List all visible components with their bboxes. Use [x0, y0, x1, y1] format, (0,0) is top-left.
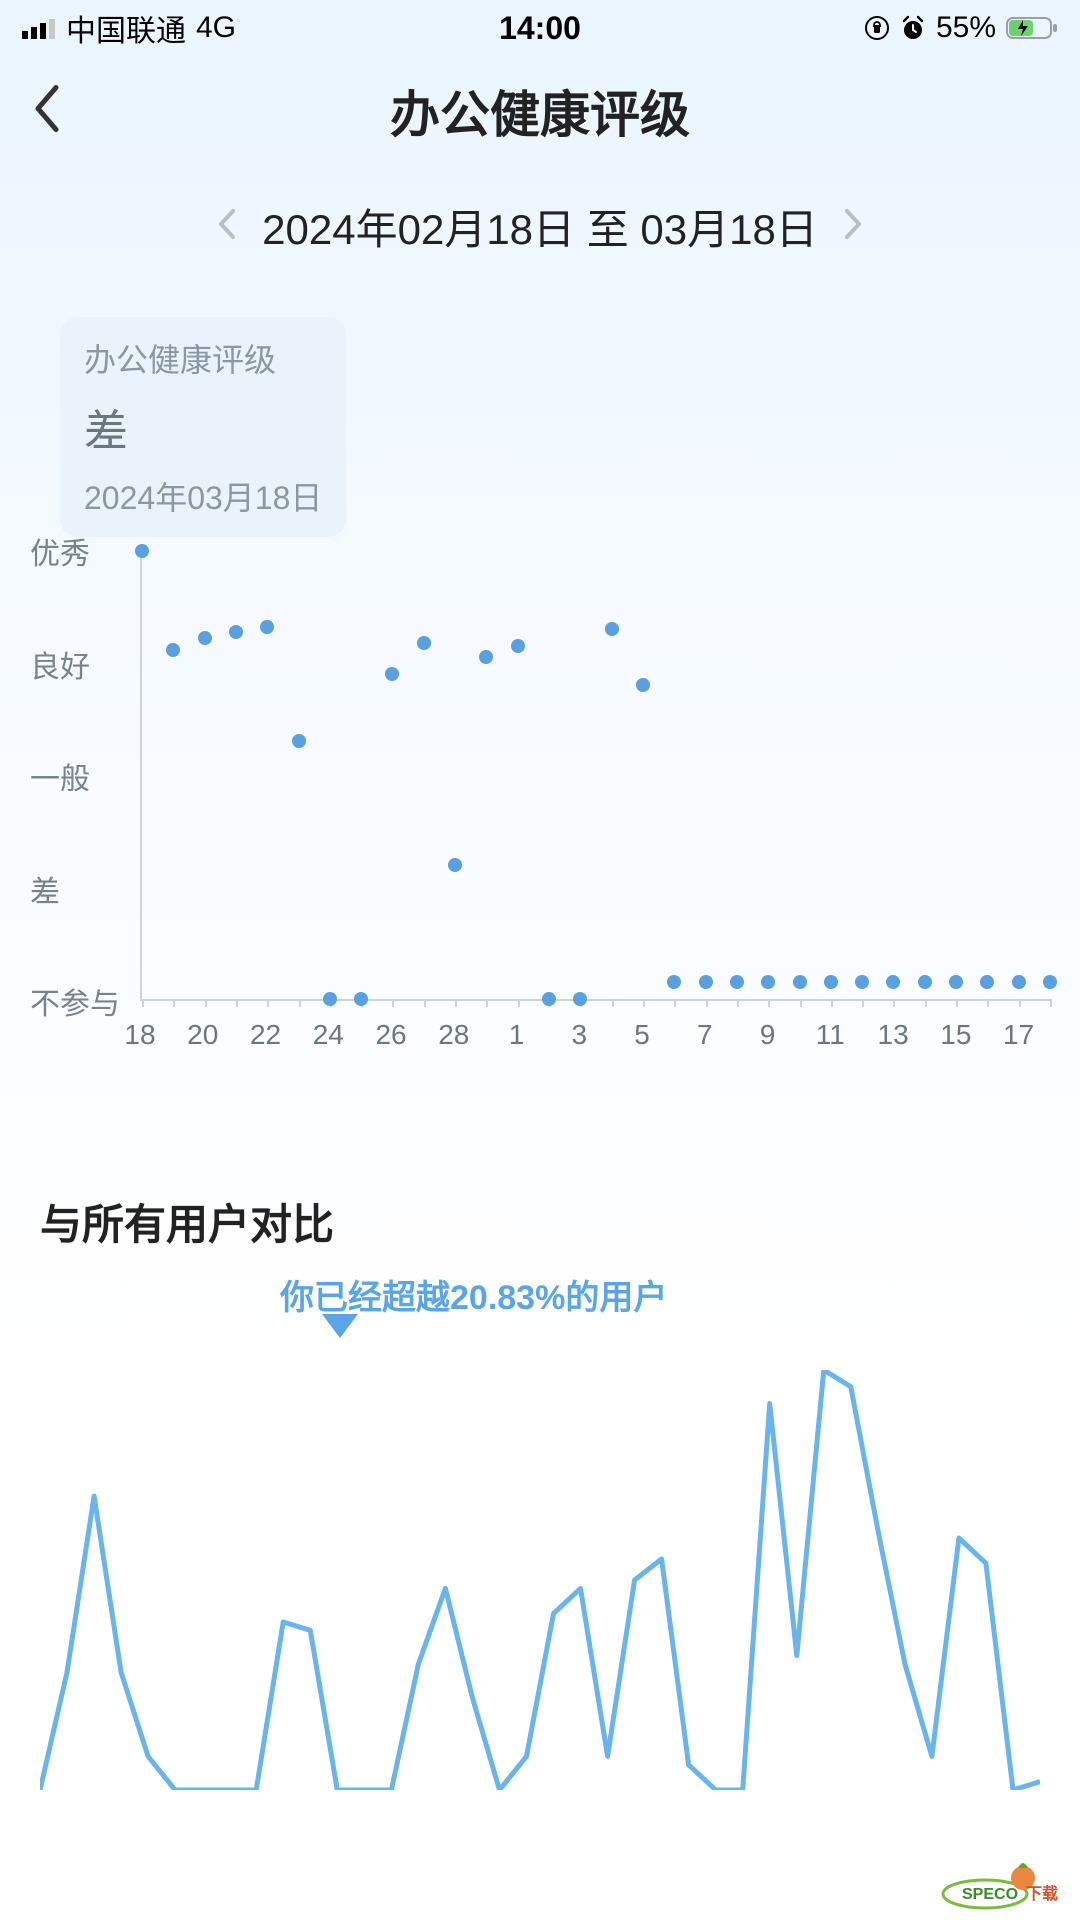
date-range-selector: 2024年02月18日 至 03月18日	[0, 196, 1080, 257]
data-point	[667, 975, 681, 989]
data-point	[761, 975, 775, 989]
x-axis-label: 11	[816, 1019, 845, 1051]
scatter-chart: 优秀良好一般差不参与 1820222426281357911131517	[0, 551, 1080, 1071]
data-point	[980, 975, 994, 989]
data-point	[323, 992, 337, 1006]
data-point	[605, 622, 619, 636]
x-axis-label: 20	[187, 1019, 218, 1051]
status-left: 中国联通 4G	[22, 6, 236, 50]
callout-title: 办公健康评级	[84, 335, 322, 381]
callout-value: 差	[84, 395, 322, 459]
data-point	[229, 625, 243, 639]
clock: 14:00	[499, 10, 581, 47]
rating-callout: 办公健康评级 差 2024年03月18日	[60, 317, 346, 537]
y-axis-label: 优秀	[30, 529, 90, 573]
comparison-heading: 与所有用户对比	[40, 1191, 1040, 1252]
x-axis-label: 9	[760, 1019, 776, 1051]
data-point	[730, 975, 744, 989]
data-point	[354, 992, 368, 1006]
data-point	[636, 678, 650, 692]
data-point	[542, 992, 556, 1006]
x-axis-label: 22	[250, 1019, 281, 1051]
data-point	[886, 975, 900, 989]
data-point	[198, 631, 212, 645]
data-point	[855, 975, 869, 989]
svg-text:SPECO: SPECO	[962, 1886, 1018, 1903]
watermark: SPECO 下载	[930, 1854, 1070, 1914]
carrier-label: 中国联通	[66, 6, 186, 50]
data-point	[1012, 975, 1026, 989]
x-axis-label: 5	[634, 1019, 650, 1051]
battery-percent: 55%	[936, 11, 996, 45]
data-point	[448, 858, 462, 872]
data-point	[949, 975, 963, 989]
x-axis-label: 3	[572, 1019, 588, 1051]
x-axis-label: 28	[438, 1019, 469, 1051]
data-point	[479, 650, 493, 664]
y-axis-label: 良好	[30, 642, 90, 686]
battery-charging-icon	[1006, 15, 1058, 41]
x-axis-label: 15	[940, 1019, 971, 1051]
data-point	[292, 734, 306, 748]
prev-range-button[interactable]	[216, 207, 238, 246]
x-axis-label: 26	[375, 1019, 406, 1051]
svg-text:下载: 下载	[1026, 1885, 1058, 1903]
next-range-button[interactable]	[842, 207, 864, 246]
distribution-line-chart	[40, 1370, 1040, 1790]
alarm-icon	[900, 15, 926, 41]
x-axis-label: 13	[878, 1019, 909, 1051]
x-axis-label: 1	[509, 1019, 525, 1051]
status-right: 55%	[864, 11, 1058, 45]
orientation-lock-icon	[864, 15, 890, 41]
data-point	[135, 544, 149, 558]
comparison-label: 你已经超越20.83%的用户	[280, 1270, 667, 1319]
data-point	[1043, 975, 1057, 989]
data-point	[511, 639, 525, 653]
callout-date: 2024年03月18日	[84, 473, 322, 519]
date-range-text: 2024年02月18日 至 03月18日	[262, 196, 818, 257]
data-point	[260, 620, 274, 634]
data-point	[699, 975, 713, 989]
x-axis-label: 18	[124, 1019, 155, 1051]
y-axis-label: 差	[30, 867, 60, 911]
x-axis-label: 17	[1003, 1019, 1034, 1051]
data-point	[385, 667, 399, 681]
network-label: 4G	[196, 11, 236, 45]
y-axis-label: 一般	[30, 754, 90, 798]
x-axis-label: 7	[697, 1019, 713, 1051]
data-point	[824, 975, 838, 989]
status-bar: 中国联通 4G 14:00 55%	[0, 0, 1080, 56]
comparison-section: 与所有用户对比 你已经超越20.83%的用户	[0, 1191, 1080, 1790]
data-point	[573, 992, 587, 1006]
comparison-marker-icon	[322, 1314, 358, 1343]
data-point	[166, 643, 180, 657]
y-axis-label: 不参与	[30, 979, 120, 1023]
signal-icon	[22, 17, 56, 39]
x-axis-label: 24	[313, 1019, 344, 1051]
data-point	[793, 975, 807, 989]
back-button[interactable]	[30, 82, 64, 141]
data-point	[918, 975, 932, 989]
nav-bar: 办公健康评级	[0, 56, 1080, 166]
data-point	[417, 636, 431, 650]
page-title: 办公健康评级	[390, 75, 690, 147]
